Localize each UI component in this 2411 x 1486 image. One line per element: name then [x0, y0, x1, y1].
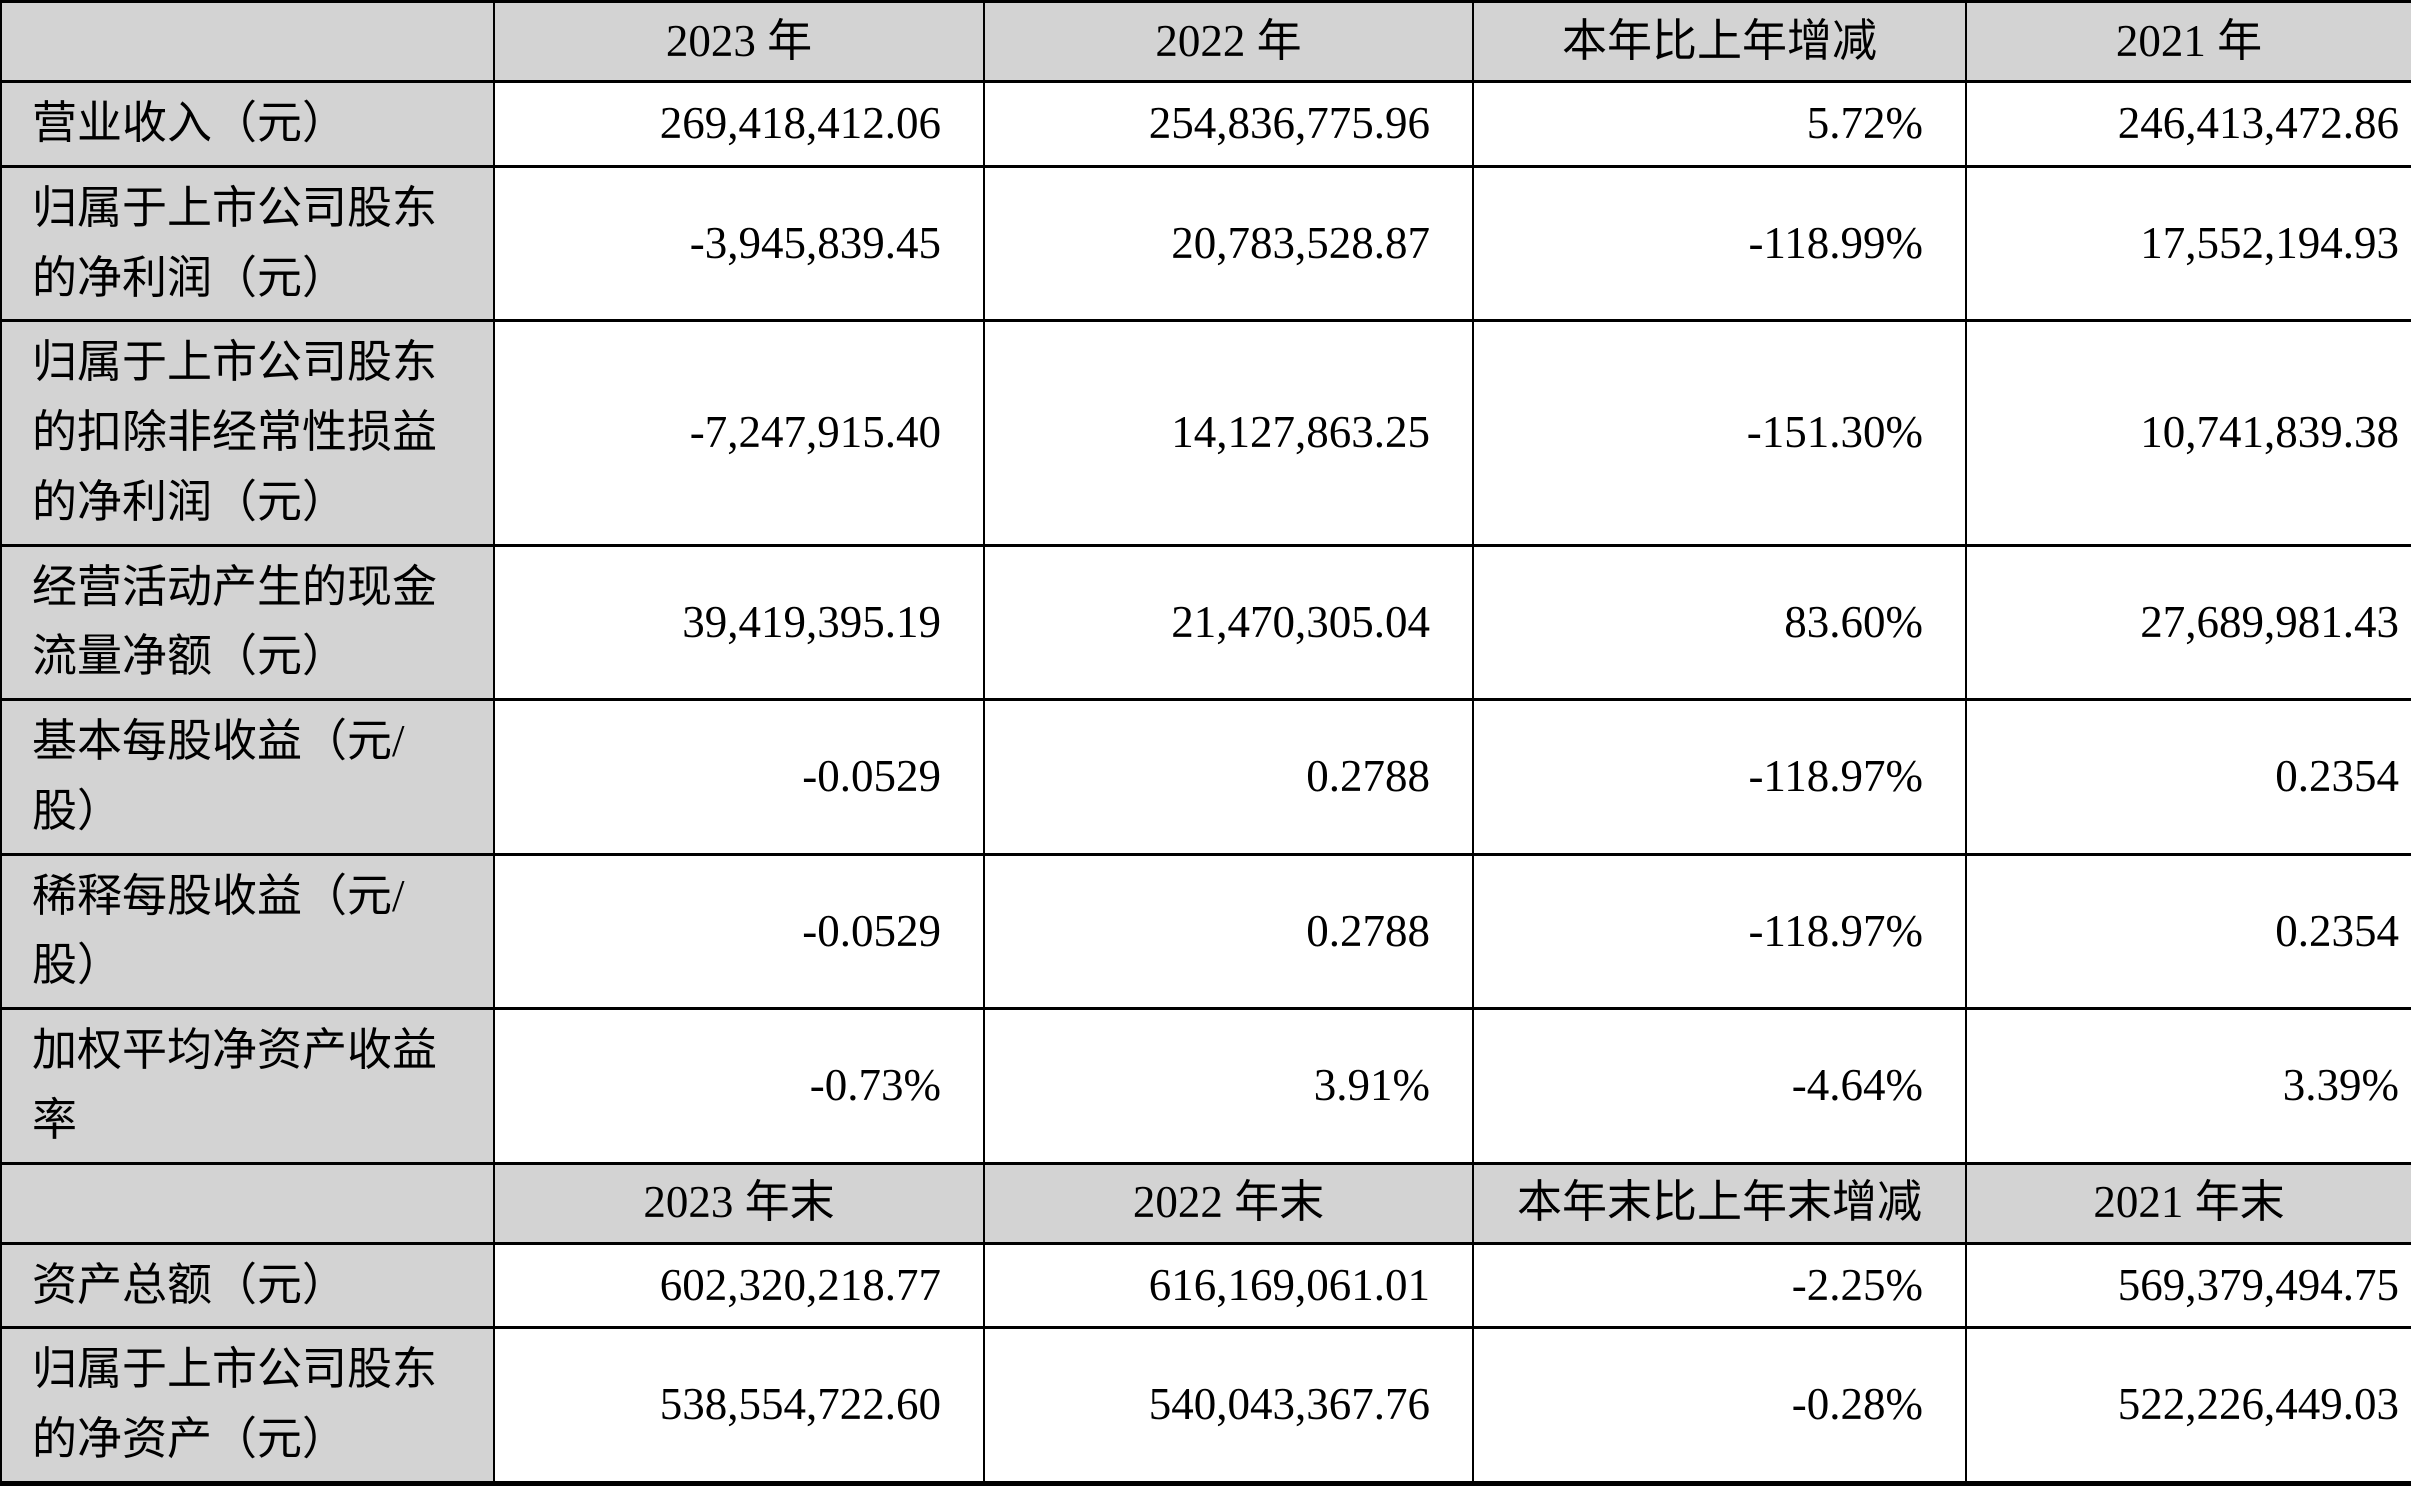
row-label: 经营活动产生的现金 流量净额（元） [0, 543, 495, 701]
cell-value: 246,413,472.86 [1965, 80, 2411, 168]
cell-value: -0.73% [493, 1007, 985, 1165]
table-row-net-assets: 归属于上市公司股东 的净资产（元） 538,554,722.60 540,043… [0, 1326, 2411, 1485]
cell-value: 83.60% [1472, 543, 1967, 701]
cell-value: 20,783,528.87 [983, 164, 1474, 323]
table-row-net-profit-excl-nonrecurring: 归属于上市公司股东 的扣除非经常性损益 的净利润（元） -7,247,915.4… [0, 319, 2411, 547]
row-label: 归属于上市公司股东 的净利润（元） [0, 164, 495, 323]
cell-value: 10,741,839.38 [1965, 319, 2411, 547]
row-label: 归属于上市公司股东 的净资产（元） [0, 1326, 495, 1485]
table-row-operating-cash-flow: 经营活动产生的现金 流量净额（元） 39,419,395.19 21,470,3… [0, 543, 2411, 701]
column-header-2021: 2021 年 [1965, 0, 2411, 83]
cell-value: 17,552,194.93 [1965, 164, 2411, 323]
cell-value: -0.28% [1472, 1326, 1967, 1485]
row-label: 基本每股收益（元/ 股） [0, 698, 495, 856]
cell-value: 616,169,061.01 [983, 1241, 1474, 1330]
cell-value: 3.91% [983, 1007, 1474, 1165]
cell-value: -118.97% [1472, 698, 1967, 856]
column-header-2022: 2022 年 [983, 0, 1474, 83]
cell-value: 522,226,449.03 [1965, 1326, 2411, 1485]
table-row-total-assets: 资产总额（元） 602,320,218.77 616,169,061.01 -2… [0, 1241, 2411, 1330]
cell-value: -0.0529 [493, 698, 985, 856]
cell-value: 21,470,305.04 [983, 543, 1474, 701]
table-row-basic-eps: 基本每股收益（元/ 股） -0.0529 0.2788 -118.97% 0.2… [0, 698, 2411, 856]
cell-value: 0.2354 [1965, 698, 2411, 856]
cell-value: -7,247,915.40 [493, 319, 985, 547]
column-header-2023-end: 2023 年末 [493, 1161, 985, 1245]
column-header-yearend-change: 本年末比上年末增减 [1472, 1161, 1967, 1245]
cell-value: 27,689,981.43 [1965, 543, 2411, 701]
row-label: 营业收入（元） [0, 80, 495, 168]
cell-value: -118.99% [1472, 164, 1967, 323]
column-header-2021-end: 2021 年末 [1965, 1161, 2411, 1245]
corner-cell [0, 0, 495, 83]
cell-value: 538,554,722.60 [493, 1326, 985, 1485]
row-label: 资产总额（元） [0, 1241, 495, 1330]
corner-cell [0, 1161, 495, 1245]
cell-value: -3,945,839.45 [493, 164, 985, 323]
cell-value: 0.2354 [1965, 852, 2411, 1010]
cell-value: 14,127,863.25 [983, 319, 1474, 547]
column-header-2022-end: 2022 年末 [983, 1161, 1474, 1245]
table-row-diluted-eps: 稀释每股收益（元/ 股） -0.0529 0.2788 -118.97% 0.2… [0, 852, 2411, 1010]
cell-value: 569,379,494.75 [1965, 1241, 2411, 1330]
cell-value: 39,419,395.19 [493, 543, 985, 701]
table-row-revenue: 营业收入（元） 269,418,412.06 254,836,775.96 5.… [0, 80, 2411, 168]
cell-value: -151.30% [1472, 319, 1967, 547]
row-label: 稀释每股收益（元/ 股） [0, 852, 495, 1010]
cell-value: 0.2788 [983, 852, 1474, 1010]
row-label: 加权平均净资产收益 率 [0, 1007, 495, 1165]
cell-value: -4.64% [1472, 1007, 1967, 1165]
cell-value: 0.2788 [983, 698, 1474, 856]
cell-value: 269,418,412.06 [493, 80, 985, 168]
column-header-2023: 2023 年 [493, 0, 985, 83]
cell-value: 540,043,367.76 [983, 1326, 1474, 1485]
table-row-net-profit: 归属于上市公司股东 的净利润（元） -3,945,839.45 20,783,5… [0, 164, 2411, 323]
row-label: 归属于上市公司股东 的扣除非经常性损益 的净利润（元） [0, 319, 495, 547]
header-row-year-end: 2023 年末 2022 年末 本年末比上年末增减 2021 年末 [0, 1161, 2411, 1245]
cell-value: 3.39% [1965, 1007, 2411, 1165]
cell-value: -2.25% [1472, 1241, 1967, 1330]
cell-value: 254,836,775.96 [983, 80, 1474, 168]
cell-value: -118.97% [1472, 852, 1967, 1010]
header-row-year: 2023 年 2022 年 本年比上年增减 2021 年 [0, 0, 2411, 83]
column-header-yoy-change: 本年比上年增减 [1472, 0, 1967, 83]
cell-value: 602,320,218.77 [493, 1241, 985, 1330]
table-row-weighted-avg-roe: 加权平均净资产收益 率 -0.73% 3.91% -4.64% 3.39% [0, 1007, 2411, 1165]
cell-value: -0.0529 [493, 852, 985, 1010]
cell-value: 5.72% [1472, 80, 1967, 168]
